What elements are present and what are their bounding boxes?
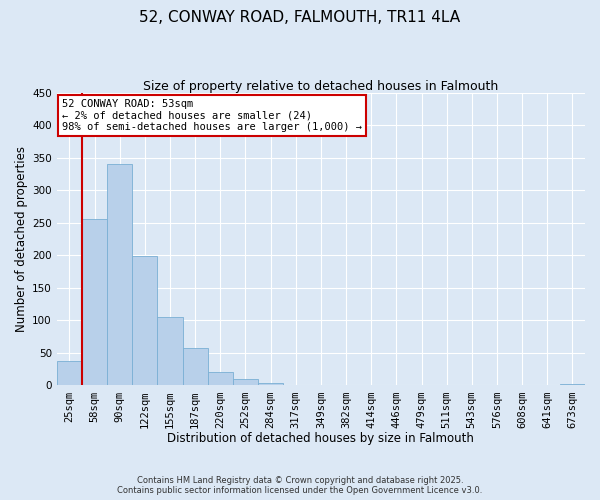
Bar bbox=[57, 362, 82, 386]
Bar bbox=[560, 384, 585, 386]
X-axis label: Distribution of detached houses by size in Falmouth: Distribution of detached houses by size … bbox=[167, 432, 475, 445]
Title: Size of property relative to detached houses in Falmouth: Size of property relative to detached ho… bbox=[143, 80, 499, 93]
Text: 52, CONWAY ROAD, FALMOUTH, TR11 4LA: 52, CONWAY ROAD, FALMOUTH, TR11 4LA bbox=[139, 10, 461, 25]
Bar bbox=[258, 383, 283, 386]
Bar bbox=[157, 317, 182, 386]
Bar bbox=[182, 348, 208, 386]
Bar bbox=[107, 164, 132, 386]
Bar bbox=[132, 256, 157, 386]
Y-axis label: Number of detached properties: Number of detached properties bbox=[15, 146, 28, 332]
Text: 52 CONWAY ROAD: 53sqm
← 2% of detached houses are smaller (24)
98% of semi-detac: 52 CONWAY ROAD: 53sqm ← 2% of detached h… bbox=[62, 99, 362, 132]
Text: Contains HM Land Registry data © Crown copyright and database right 2025.
Contai: Contains HM Land Registry data © Crown c… bbox=[118, 476, 482, 495]
Bar bbox=[233, 379, 258, 386]
Bar bbox=[82, 219, 107, 386]
Bar bbox=[208, 372, 233, 386]
